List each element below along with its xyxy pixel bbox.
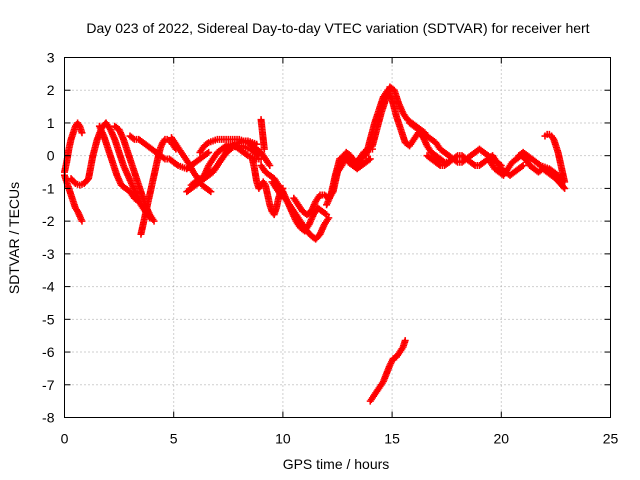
x-tick-label: 20: [494, 431, 510, 447]
series-track-h: [126, 132, 213, 173]
data-point: [207, 188, 215, 196]
x-tick-label: 25: [603, 431, 619, 447]
data-point: [519, 162, 527, 169]
x-tick-label: 15: [384, 431, 400, 447]
data-point: [227, 145, 235, 153]
y-tick-label: 3: [47, 50, 55, 66]
data-point: [160, 154, 168, 162]
series-track-z: [541, 130, 569, 186]
y-tick-label: -7: [42, 377, 55, 393]
data-point: [78, 217, 86, 225]
data-point: [129, 134, 137, 142]
data-point: [194, 176, 202, 184]
x-axis-label: GPS time / hours: [283, 456, 390, 472]
y-tick-label: -8: [42, 410, 55, 426]
data-point: [253, 151, 261, 159]
y-tick-label: -4: [42, 279, 55, 295]
data-point: [561, 184, 569, 192]
data-point: [325, 214, 333, 222]
data-point: [205, 148, 213, 156]
y-tick-label: -6: [42, 344, 55, 360]
series-track-low: [366, 337, 409, 405]
data-point: [203, 140, 211, 148]
data-point: [561, 178, 569, 186]
data-point: [205, 187, 213, 195]
series-track-u: [362, 86, 453, 166]
series-track-o: [257, 116, 268, 153]
data-point: [365, 156, 373, 164]
data-point: [321, 210, 329, 217]
data-point: [243, 151, 250, 159]
data-point: [173, 160, 181, 168]
x-tick-label: 0: [61, 431, 69, 447]
data-point: [150, 217, 158, 225]
series-track-q: [268, 178, 333, 243]
y-axis-label: SDTVAR / TECUs: [6, 182, 22, 294]
data-point: [435, 160, 443, 168]
series-track-l: [196, 135, 274, 169]
y-tick-label: 2: [47, 82, 55, 98]
series-track-b: [61, 171, 86, 225]
data-points: [61, 83, 569, 405]
data-point: [266, 162, 274, 169]
x-tick-label: 10: [275, 431, 291, 447]
tick-labels: 0 5 10 15 20 25 -8 -7 -6 -5 -4 -3 -2 -1 0 1 2 3: [42, 50, 618, 447]
data-point: [260, 145, 268, 153]
data-point: [366, 155, 374, 163]
grid: [64, 57, 611, 418]
y-tick-label: -1: [42, 180, 55, 196]
plot-frame: [64, 57, 611, 418]
chart-title: Day 023 of 2022, Sidereal Day-to-day VTE…: [86, 20, 589, 36]
data-point: [203, 150, 211, 157]
data-point: [535, 160, 543, 168]
y-tick-label: -5: [42, 311, 55, 327]
y-tick-label: -2: [42, 213, 55, 229]
x-tick-label: 5: [170, 431, 178, 447]
series-track-m: [202, 142, 263, 179]
data-point: [78, 129, 86, 137]
y-tick-label: 0: [47, 148, 55, 164]
data-point: [470, 160, 478, 168]
data-point: [255, 152, 263, 160]
data-point: [401, 337, 409, 345]
axis-ticks: [64, 57, 611, 418]
y-tick-label: -3: [42, 246, 55, 262]
y-tick-label: 1: [47, 115, 55, 131]
data-point: [560, 183, 568, 191]
data-point: [518, 163, 526, 171]
data-point: [452, 153, 460, 161]
